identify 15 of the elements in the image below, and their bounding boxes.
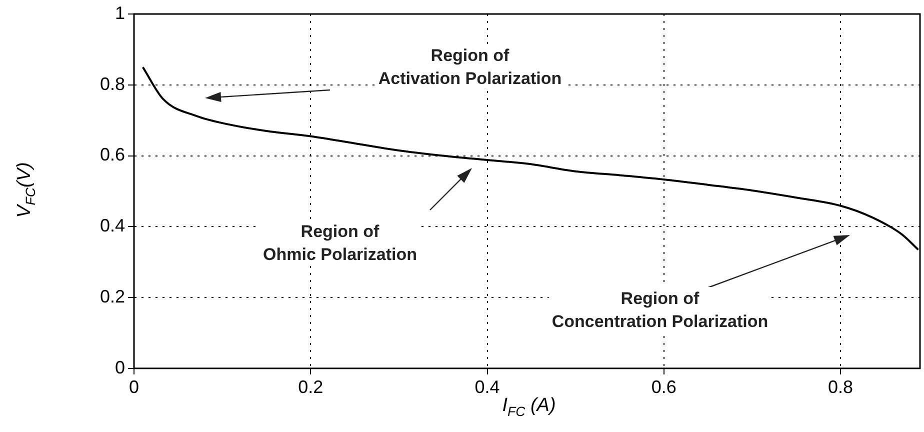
y-tick-label: 0.6 (100, 144, 125, 165)
x-tick-label: 0 (128, 377, 140, 398)
y-tick-label: 0.4 (100, 216, 125, 236)
annotation: Region of Concentration Polarization (548, 287, 772, 333)
y-tick-label: 0.8 (100, 74, 125, 94)
x-tick-label: 0.2 (298, 377, 324, 398)
y-tick-label: 1 (114, 2, 125, 23)
y-tick-label: 0 (114, 357, 125, 378)
x-tick-label: 0.8 (828, 377, 854, 398)
x-tick-label: 0.4 (474, 377, 500, 398)
annotation: Region of Activation Polarization (375, 44, 565, 90)
x-axis-title: I$_{FC}$ (A) (502, 395, 556, 419)
annotation: Region of Ohmic Polarization (260, 220, 420, 266)
y-tick-label: 0.2 (100, 286, 125, 306)
x-tick-label: 0.6 (651, 377, 676, 398)
